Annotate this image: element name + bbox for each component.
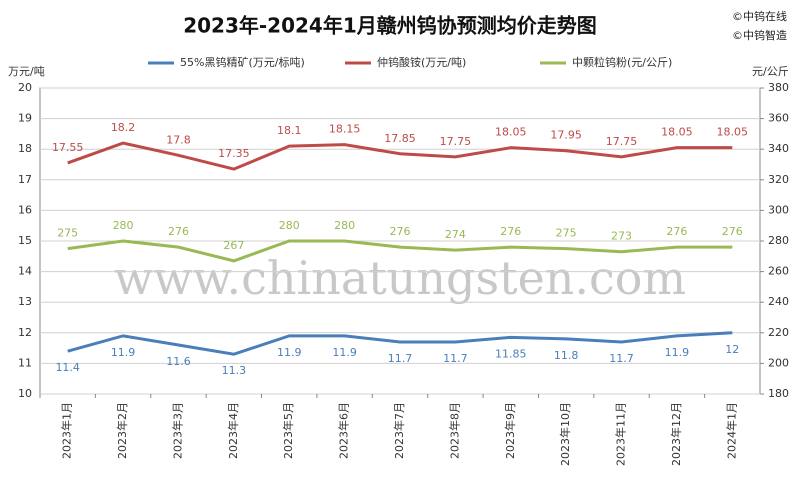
legend-label: 中颗粒钨粉(元/公斤) (572, 55, 672, 69)
data-label: 18.15 (329, 123, 361, 136)
y-tick-label: 19 (18, 112, 32, 125)
x-tick-label: 2023年10月 (558, 402, 572, 466)
data-label: 17.75 (606, 135, 638, 148)
y-tick-label: 20 (18, 81, 32, 94)
data-label: 11.9 (332, 346, 357, 359)
x-tick-label: 2023年3月 (170, 402, 184, 459)
data-label: 18.05 (661, 126, 693, 139)
x-tick-label: 2023年2月 (115, 402, 129, 459)
y2-tick-label: 320 (768, 173, 789, 186)
data-label: 11.9 (111, 346, 136, 359)
series-line (67, 331, 733, 356)
data-label: 11.6 (166, 355, 191, 368)
data-label: 11.4 (55, 361, 80, 374)
data-label: 276 (500, 225, 521, 238)
chart-title: 2023年-2024年1月赣州钨协预测均价走势图 (183, 14, 597, 38)
y2-tick-label: 280 (768, 234, 789, 247)
x-tick-label: 2024年1月 (724, 402, 738, 459)
data-label: 276 (722, 225, 743, 238)
data-label: 273 (611, 230, 632, 243)
y2-tick-label: 340 (768, 142, 789, 155)
y-axis-label: 万元/吨 (8, 65, 45, 78)
data-label: 11.9 (665, 346, 690, 359)
y2-tick-label: 180 (768, 387, 789, 400)
data-label: 18.05 (717, 126, 749, 139)
data-label: 12 (725, 343, 739, 356)
x-tick-label: 2023年9月 (503, 402, 517, 459)
y-tick-label: 10 (18, 387, 32, 400)
y2-tick-label: 380 (768, 81, 789, 94)
y-tick-label: 13 (18, 295, 32, 308)
data-label: 11.7 (443, 352, 468, 365)
data-label: 11.85 (495, 347, 527, 360)
copyright: ©中钨在线 (732, 9, 787, 23)
y-tick-label: 14 (18, 265, 32, 278)
x-tick-label: 2023年7月 (392, 402, 406, 459)
y2-tick-label: 200 (768, 356, 789, 369)
data-label: 17.8 (166, 133, 191, 146)
y2-axis-label: 元/公斤 (752, 65, 789, 78)
y2-tick-label: 240 (768, 295, 789, 308)
y-tick-label: 18 (18, 142, 32, 155)
series-line (67, 141, 733, 171)
copyright: ©中钨智造 (732, 28, 787, 42)
data-label: 11.3 (222, 364, 247, 377)
y-tick-label: 11 (18, 356, 32, 369)
data-label: 276 (168, 225, 189, 238)
legend-label: 55%黑钨精矿(万元/标吨) (180, 55, 305, 69)
data-label: 11.7 (609, 352, 634, 365)
data-label: 276 (666, 225, 687, 238)
y-tick-label: 15 (18, 234, 32, 247)
x-tick-label: 2023年11月 (614, 402, 628, 466)
data-label: 17.55 (52, 141, 84, 154)
x-tick-label: 2023年5月 (281, 402, 295, 459)
data-label: 11.8 (554, 349, 579, 362)
data-label: 17.35 (218, 147, 250, 160)
x-tick-label: 2023年12月 (669, 402, 683, 466)
y2-tick-label: 220 (768, 326, 789, 339)
y2-tick-label: 300 (768, 203, 789, 216)
y-tick-label: 17 (18, 173, 32, 186)
x-tick-label: 2023年4月 (226, 402, 240, 459)
data-label: 18.1 (277, 124, 302, 137)
watermark: www.chinatungsten.com (114, 251, 686, 305)
y-tick-label: 12 (18, 326, 32, 339)
data-label: 17.85 (384, 132, 416, 145)
y-tick-label: 16 (18, 203, 32, 216)
data-label: 267 (223, 239, 244, 252)
x-tick-label: 2023年1月 (60, 402, 74, 459)
y2-tick-label: 260 (768, 265, 789, 278)
data-label: 274 (445, 228, 466, 241)
y2-tick-label: 360 (768, 112, 789, 125)
data-label: 276 (390, 225, 411, 238)
legend-label: 仲钨酸铵(万元/吨) (377, 55, 466, 69)
data-label: 11.9 (277, 346, 302, 359)
data-label: 275 (556, 227, 577, 240)
data-label: 17.95 (550, 129, 582, 142)
data-label: 280 (334, 219, 355, 232)
data-label: 275 (57, 227, 78, 240)
x-tick-label: 2023年6月 (337, 402, 351, 459)
data-label: 17.75 (440, 135, 472, 148)
data-label: 11.7 (388, 352, 413, 365)
x-tick-label: 2023年8月 (447, 402, 461, 459)
data-label: 18.2 (111, 121, 136, 134)
series-line (67, 239, 733, 263)
data-label: 280 (113, 219, 134, 232)
data-label: 280 (279, 219, 300, 232)
data-label: 18.05 (495, 126, 527, 139)
